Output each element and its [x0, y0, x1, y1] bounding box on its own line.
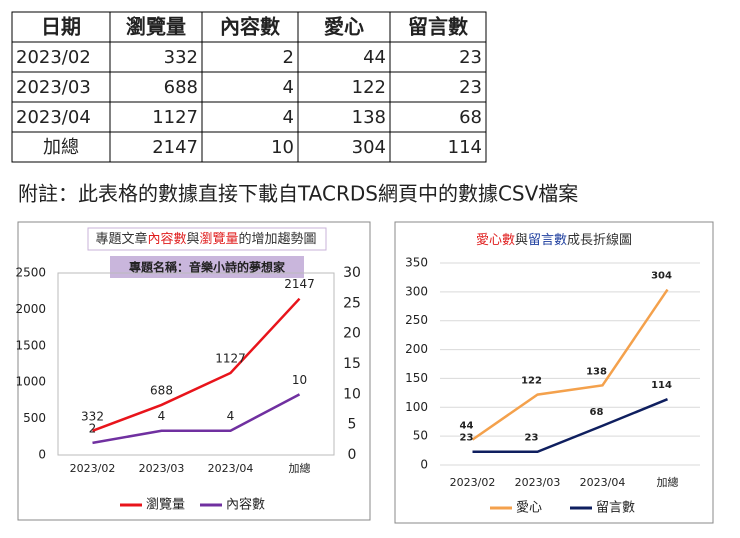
data-label: 122: [521, 376, 542, 387]
y-tick-label: 350: [405, 256, 428, 270]
legend-label: 瀏覽量: [146, 498, 185, 513]
title-box: [87, 227, 327, 251]
table-header: 日期: [41, 15, 81, 39]
data-label: 23: [525, 433, 539, 444]
table-frame: [11, 11, 487, 163]
title-part: 愛心數: [476, 233, 515, 248]
table-cell: 10: [271, 137, 294, 158]
y-tick-label: 500: [23, 411, 46, 425]
y-tick-label: 300: [405, 284, 428, 298]
series-line: [471, 288, 669, 441]
x-tick-label: 2023/02: [450, 476, 496, 489]
data-label: 4: [227, 409, 235, 423]
note: 附註：此表格的數據直接下載自TACRDS網頁中的數據CSV檔案: [18, 182, 578, 206]
plot-frame: [57, 272, 335, 456]
x-tick-label: 2023/02: [70, 462, 116, 475]
chart-title: 專題文章內容數與瀏覽量的增加趨勢圖: [95, 231, 316, 247]
title-part: 內容數: [147, 231, 186, 247]
data-label: 10: [292, 373, 307, 387]
data-label: 4: [158, 409, 166, 423]
table-cell: 2023/03: [16, 77, 91, 98]
title-part: 專題文章: [95, 231, 147, 247]
data-label: 114: [651, 380, 672, 391]
table-cell: 1127: [152, 107, 198, 128]
table-cell: 2: [283, 47, 294, 68]
table-cell: 304: [352, 137, 386, 158]
y2-tick-label: 0: [348, 447, 357, 463]
title-part: 的增加趨勢圖: [239, 231, 317, 247]
data-label: 68: [590, 407, 604, 418]
y-tick-label: 0: [38, 448, 46, 462]
data-label: 332: [81, 409, 104, 423]
y2-tick-label: 20: [343, 326, 361, 342]
table-cell: 688: [164, 77, 198, 98]
chart-subtitle: 專題名稱：音樂小詩的夢想家: [129, 260, 286, 275]
y-tick-label: 1000: [15, 375, 46, 389]
title-part: 留言數: [528, 233, 567, 248]
title-part: 與: [515, 233, 528, 248]
x-tick-label: 加總: [657, 475, 679, 489]
title-part: 成長折線圖: [567, 232, 632, 248]
series-line: [92, 297, 301, 433]
y-tick-label: 250: [405, 313, 428, 327]
x-tick-label: 2023/04: [580, 476, 626, 489]
table-header: 留言數: [408, 15, 468, 39]
data-label: 138: [586, 366, 607, 377]
table-cell: 68: [459, 107, 482, 128]
series-line: [92, 393, 301, 445]
legend-label: 內容數: [226, 497, 265, 513]
x-tick-label: 加總: [289, 461, 311, 475]
y-tick-label: 150: [405, 371, 428, 385]
y-tick-label: 100: [405, 400, 428, 414]
y2-tick-label: 5: [348, 417, 357, 433]
table-cell: 2147: [152, 137, 198, 158]
table-cell: 23: [459, 47, 482, 68]
data-label: 1127: [215, 351, 246, 365]
chart-frame: [394, 221, 714, 524]
legend-label: 留言數: [596, 501, 635, 516]
data-label: 2147: [284, 277, 315, 291]
title-part: 與: [186, 232, 199, 247]
x-tick-label: 2023/03: [139, 462, 185, 475]
table-cell: 4: [283, 77, 294, 98]
y-tick-label: 1500: [15, 338, 46, 352]
table-cell: 332: [164, 47, 198, 68]
table-header: 瀏覽量: [126, 15, 186, 39]
y2-tick-label: 15: [343, 356, 361, 372]
table-cell: 2023/02: [16, 47, 91, 68]
y2-tick-label: 10: [343, 386, 361, 402]
table-header: 內容數: [220, 15, 280, 39]
data-label: 2: [89, 421, 97, 435]
data-label: 688: [150, 383, 173, 397]
y-tick-label: 50: [413, 429, 428, 443]
table-cell: 加總: [43, 137, 79, 158]
chart-title: 愛心數與留言數成長折線圖: [476, 232, 632, 248]
y2-tick-label: 30: [343, 265, 361, 281]
y-tick-label: 0: [420, 458, 428, 472]
x-tick-label: 2023/04: [208, 462, 254, 475]
series-line: [472, 398, 668, 453]
table-cell: 23: [459, 77, 482, 98]
table-cell: 2023/04: [16, 107, 91, 128]
table-cell: 122: [352, 77, 386, 98]
y-tick-label: 2500: [15, 266, 46, 280]
table-cell: 4: [283, 107, 294, 128]
data-label: 44: [460, 421, 474, 432]
table-cell: 44: [363, 47, 386, 68]
y2-tick-label: 25: [343, 295, 361, 311]
legend-label: 愛心: [516, 501, 542, 516]
table-header: 愛心: [324, 15, 364, 39]
x-tick-label: 2023/03: [515, 476, 561, 489]
data-label: 304: [651, 271, 672, 282]
y-tick-label: 200: [405, 342, 428, 356]
y-tick-label: 2000: [15, 302, 46, 316]
table-cell: 114: [448, 137, 482, 158]
data-label: 23: [460, 433, 474, 444]
table-cell: 138: [352, 107, 386, 128]
title-part: 瀏覽量: [200, 232, 239, 247]
